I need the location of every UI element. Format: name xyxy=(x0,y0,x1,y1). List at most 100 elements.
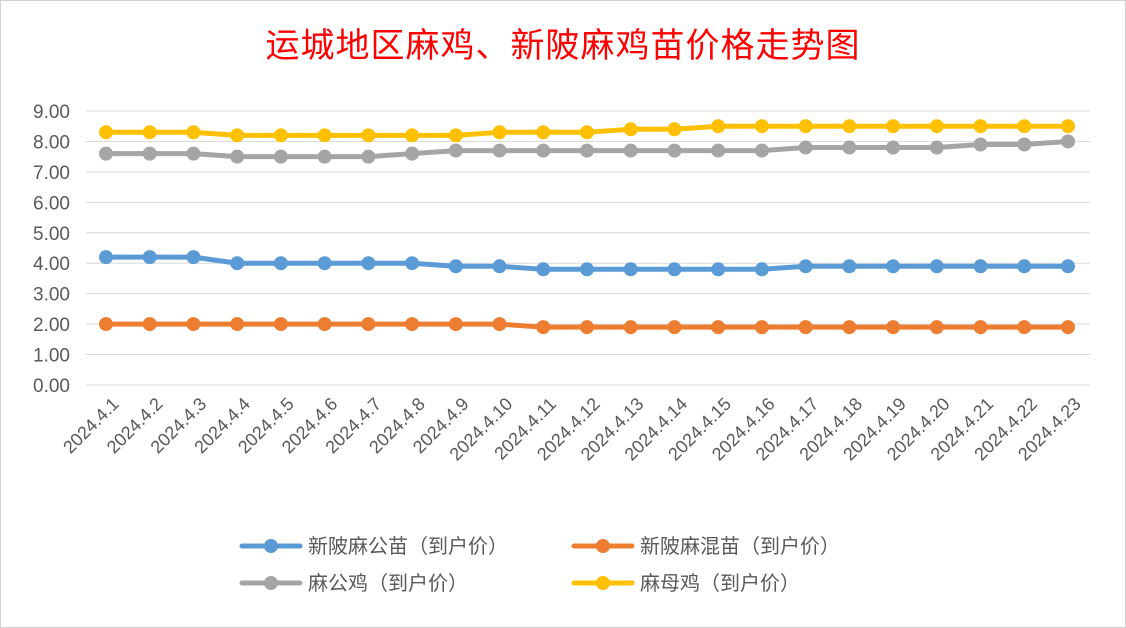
data-point xyxy=(973,259,988,274)
data-point xyxy=(842,140,857,155)
data-point xyxy=(405,256,420,271)
data-point xyxy=(361,317,376,332)
data-point xyxy=(623,320,638,335)
y-tick-label: 8.00 xyxy=(33,132,70,153)
data-point xyxy=(99,125,113,140)
data-point xyxy=(99,317,113,332)
data-point xyxy=(317,149,332,164)
data-point xyxy=(405,317,420,332)
legend-swatch-marker xyxy=(264,576,278,590)
data-point xyxy=(711,119,726,134)
data-point xyxy=(273,256,288,271)
data-point xyxy=(929,320,944,335)
data-point xyxy=(273,149,288,164)
legend: 新陂麻公苗（到户价） 新陂麻混苗（到户价） 麻公鸡（到户价） 麻母鸡（到户价） xyxy=(239,534,840,595)
legend-label: 新陂麻混苗（到户价） xyxy=(640,534,840,558)
data-point xyxy=(361,256,376,271)
data-point xyxy=(623,143,638,158)
data-point xyxy=(230,256,245,271)
legend-label: 新陂麻公苗（到户价） xyxy=(308,534,508,558)
data-point xyxy=(667,143,682,158)
data-point xyxy=(230,317,245,332)
legend-swatch-marker xyxy=(596,576,610,590)
data-point xyxy=(798,140,813,155)
data-point xyxy=(186,250,201,265)
data-point xyxy=(492,125,507,140)
data-point xyxy=(711,320,726,335)
data-point xyxy=(99,250,113,265)
data-point xyxy=(186,125,201,140)
y-tick-label: 1.00 xyxy=(33,346,70,367)
data-point xyxy=(230,149,245,164)
legend-item: 新陂麻公苗（到户价） xyxy=(239,534,508,558)
x-axis-ticks: 2024.4.12024.4.22024.4.32024.4.42024.4.5… xyxy=(59,394,1085,465)
data-point xyxy=(1061,259,1075,274)
data-point xyxy=(230,128,245,143)
data-point xyxy=(536,143,551,158)
data-point xyxy=(973,137,988,152)
legend-label: 麻母鸡（到户价） xyxy=(640,571,800,595)
data-point xyxy=(711,262,726,277)
y-tick-label: 6.00 xyxy=(33,193,70,214)
data-point xyxy=(1061,119,1075,134)
data-point xyxy=(754,262,769,277)
data-point xyxy=(1017,320,1032,335)
legend-swatch-marker xyxy=(596,539,610,553)
data-point xyxy=(580,143,594,158)
data-point xyxy=(317,317,332,332)
legend-item: 麻母鸡（到户价） xyxy=(571,571,800,595)
series-0 xyxy=(99,250,1075,277)
y-tick-label: 2.00 xyxy=(33,315,70,336)
legend-swatch-marker xyxy=(264,539,278,553)
data-point xyxy=(492,317,507,332)
data-point xyxy=(405,146,420,161)
data-point xyxy=(1017,259,1032,274)
data-point xyxy=(405,128,420,143)
data-point xyxy=(929,259,944,274)
data-point xyxy=(886,119,901,134)
data-point xyxy=(929,119,944,134)
y-tick-label: 9.00 xyxy=(33,102,70,123)
data-point xyxy=(361,149,376,164)
data-point xyxy=(973,320,988,335)
data-point xyxy=(798,119,813,134)
y-tick-label: 3.00 xyxy=(33,285,70,306)
data-point xyxy=(667,122,682,137)
data-point xyxy=(448,317,463,332)
data-point xyxy=(317,128,332,143)
data-point xyxy=(448,128,463,143)
data-point xyxy=(667,320,682,335)
data-point xyxy=(142,146,157,161)
data-point xyxy=(492,143,507,158)
data-point xyxy=(754,320,769,335)
data-point xyxy=(623,122,638,137)
data-point xyxy=(1061,134,1075,149)
data-point xyxy=(99,146,113,161)
chart-title: 运城地区麻鸡、新陂麻鸡苗价格走势图 xyxy=(265,26,861,66)
data-point xyxy=(273,128,288,143)
data-point xyxy=(142,125,157,140)
legend-item: 麻公鸡（到户价） xyxy=(239,571,468,595)
y-tick-label: 7.00 xyxy=(33,163,70,184)
series-2 xyxy=(99,134,1075,164)
data-point xyxy=(273,317,288,332)
data-point xyxy=(536,125,551,140)
data-point xyxy=(754,143,769,158)
data-point xyxy=(886,140,901,155)
data-point xyxy=(842,259,857,274)
data-point xyxy=(623,262,638,277)
data-point xyxy=(886,259,901,274)
data-point xyxy=(1061,320,1075,335)
y-axis-ticks: 0.00 1.00 2.00 3.00 4.00 5.00 6.00 7.00 8.00 9.00 xyxy=(33,102,70,397)
data-point xyxy=(929,140,944,155)
data-point xyxy=(798,259,813,274)
data-point xyxy=(667,262,682,277)
data-point xyxy=(317,256,332,271)
data-point xyxy=(580,320,594,335)
data-point xyxy=(798,320,813,335)
legend-item: 新陂麻混苗（到户价） xyxy=(571,534,840,558)
y-tick-label: 4.00 xyxy=(33,254,70,275)
data-point xyxy=(1017,119,1032,134)
data-point xyxy=(973,119,988,134)
